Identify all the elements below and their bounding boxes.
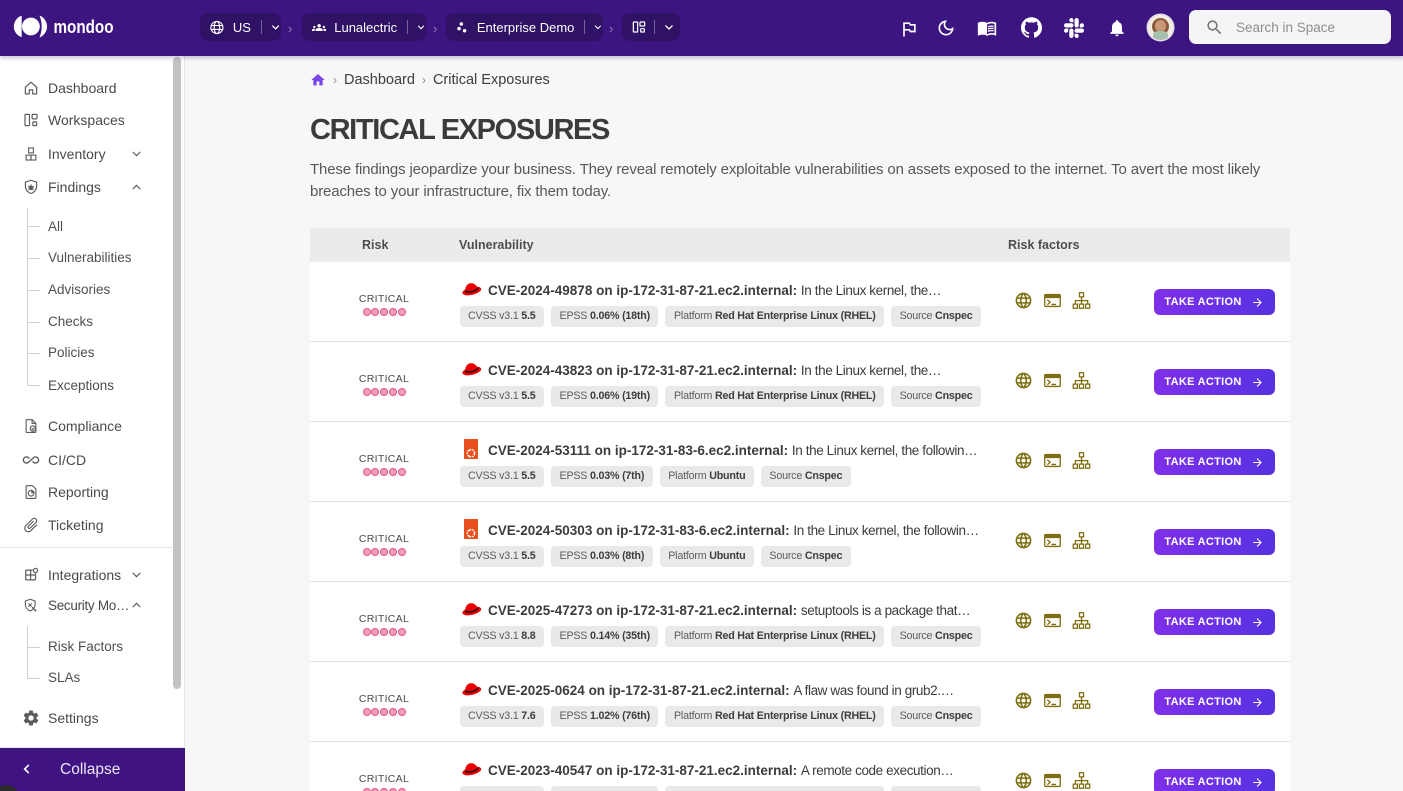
svg-text:mondoo: mondoo bbox=[54, 16, 114, 37]
